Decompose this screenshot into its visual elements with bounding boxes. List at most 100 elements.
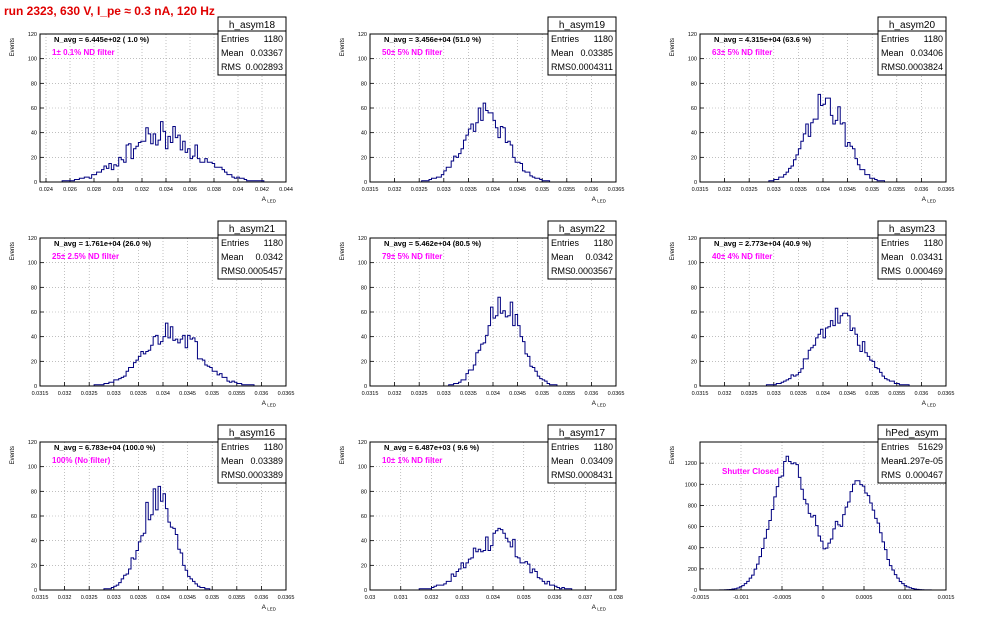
x-tick-label: 0.033 — [107, 595, 121, 601]
stat-label-rms: RMS — [221, 62, 241, 72]
x-tick-label: 0.0355 — [558, 391, 575, 397]
histogram-panel: 0.0315 0.032 0.0325 0.033 0.0335 0.034 0.0345 0… — [340, 220, 624, 408]
histogram-name: h_asym18 — [229, 20, 276, 31]
x-tick-label: 0.024 — [39, 187, 53, 193]
stat-value-mean: 0.03367 — [250, 48, 283, 58]
stat-label-rms: RMS — [221, 470, 241, 480]
y-tick-label: 0 — [34, 180, 37, 186]
stat-value-entries: 1180 — [924, 238, 943, 248]
stat-value-rms: 0.000467 — [905, 470, 943, 480]
stat-value-mean: 0.03409 — [580, 456, 613, 466]
stat-value-rms: 0.0005457 — [240, 266, 283, 276]
stat-value-rms: 0.002893 — [245, 62, 283, 72]
x-tick-label: 0.0325 — [81, 391, 98, 397]
x-tick-label: 0.0345 — [839, 187, 856, 193]
x-tick-label: 0.028 — [87, 187, 101, 193]
y-tick-label: 120 — [358, 236, 367, 242]
x-tick-label: 0.0355 — [228, 391, 245, 397]
y-tick-label: 20 — [31, 359, 37, 365]
x-tick-label: 0.032 — [425, 595, 439, 601]
x-tick-label: 0.033 — [437, 187, 451, 193]
y-tick-label: 100 — [28, 261, 37, 267]
histogram-line — [700, 455, 946, 591]
x-tick-label: 0.036 — [183, 187, 197, 193]
stats-box: h_asym21 Entries 1180 Mean 0.0342 RMS 0.000545… — [217, 220, 287, 280]
x-axis-label-sub: LED — [266, 199, 277, 204]
x-tick-label: 0.037 — [578, 595, 592, 601]
x-tick-label: 0.0315 — [362, 187, 379, 193]
stat-value-rms: 0.0008431 — [570, 470, 613, 480]
y-tick-label: 400 — [688, 546, 697, 552]
stat-label-entries: Entries — [551, 238, 580, 248]
x-tick-label: 0.044 — [279, 187, 293, 193]
x-tick-label: 0.0315 — [692, 187, 709, 193]
x-tick-label: 0.0325 — [741, 187, 758, 193]
y-tick-label: 100 — [28, 465, 37, 471]
stat-value-mean: -1.297e-05 — [899, 456, 943, 466]
stat-value-mean: 0.03406 — [910, 48, 943, 58]
x-axis-label-sub: LED — [596, 403, 607, 408]
plot-frame — [699, 237, 947, 387]
histogram-panel: 0.0315 0.032 0.0325 0.033 0.0335 0.034 0.0345 0… — [670, 220, 954, 408]
x-tick-label: 0.038 — [207, 187, 221, 193]
x-tick-label: 0.031 — [394, 595, 408, 601]
x-tick-label: 0.0365 — [938, 187, 955, 193]
histogram-line — [40, 121, 286, 183]
histogram-panel: 0.024 0.026 0.028 0.03 0.032 0.034 0.036 0.038 0… — [10, 16, 293, 204]
x-tick-label: 0.036 — [548, 595, 562, 601]
y-tick-label: 0 — [694, 180, 697, 186]
histogram-name: hPed_asym — [886, 428, 939, 439]
x-axis-label-main: A — [592, 196, 597, 203]
stats-box-frame — [877, 220, 947, 280]
x-tick-label: 0.034 — [816, 391, 830, 397]
stat-label-mean: Mean — [221, 48, 244, 58]
histogram-name: h_asym23 — [889, 224, 936, 235]
histogram-name: h_asym16 — [229, 428, 276, 439]
x-axis-label-sub: LED — [926, 403, 937, 408]
x-tick-label: 0.0345 — [839, 391, 856, 397]
stat-value-mean: 0.03385 — [580, 48, 613, 58]
histogram-name: h_asym22 — [559, 224, 606, 235]
x-tick-label: 0.034 — [486, 595, 500, 601]
plot-frame — [369, 441, 617, 591]
y-tick-label: 40 — [31, 335, 37, 341]
x-tick-label: 0.0355 — [888, 187, 905, 193]
stat-label-rms: RMS — [881, 266, 901, 276]
x-tick-label: 0.0015 — [938, 595, 955, 601]
y-tick-label: 0 — [694, 384, 697, 390]
filter-label: 63± 5% ND filter — [712, 48, 772, 57]
x-tick-label: 0.0365 — [608, 187, 625, 193]
navg-label: N_avg = 6.487e+03 ( 9.6 %) — [384, 443, 480, 452]
x-tick-label: -0.0005 — [773, 595, 792, 601]
y-tick-label: 80 — [31, 81, 37, 87]
x-tick-label: 0.0005 — [856, 595, 873, 601]
stat-value-rms: 0.000469 — [905, 266, 943, 276]
stat-value-rms: 0.0004311 — [571, 62, 613, 72]
y-axis-label: Events — [10, 242, 16, 260]
histogram-panel: 0.0315 0.032 0.0325 0.033 0.0335 0.034 0.0345 0… — [340, 16, 625, 204]
stats-box: h_asym22 Entries 1180 Mean 0.0342 RMS 0.000356… — [547, 220, 617, 280]
x-tick-label: 0.032 — [388, 187, 402, 193]
stat-label-rms: RMS — [551, 470, 571, 480]
stat-label-entries: Entries — [551, 34, 580, 44]
stat-label-entries: Entries — [221, 34, 250, 44]
x-tick-label: 0.0315 — [32, 595, 49, 601]
y-tick-label: 120 — [358, 440, 367, 446]
stat-value-entries: 1180 — [264, 442, 283, 452]
y-tick-label: 40 — [31, 539, 37, 545]
x-tick-label: -0.001 — [733, 595, 749, 601]
stat-value-mean: 0.03389 — [250, 456, 283, 466]
histogram-panel: -0.0015 -0.001 -0.0005 0 0.0005 0.001 0.0015 0 2… — [670, 424, 955, 601]
x-tick-label: 0.032 — [718, 391, 732, 397]
y-tick-label: 100 — [28, 57, 37, 63]
stats-box-frame — [217, 220, 287, 280]
navg-label: N_avg = 2.773e+04 (40.9 %) — [714, 239, 812, 248]
x-tick-label: 0 — [821, 595, 824, 601]
stat-value-rms: 0.0003567 — [570, 266, 613, 276]
filter-label: 25± 2.5% ND filter — [52, 252, 119, 261]
y-axis-label: Events — [670, 446, 676, 464]
x-tick-label: 0.033 — [107, 391, 121, 397]
x-axis-label: A LED — [592, 604, 607, 612]
y-tick-label: 60 — [691, 310, 697, 316]
x-tick-label: 0.033 — [437, 391, 451, 397]
